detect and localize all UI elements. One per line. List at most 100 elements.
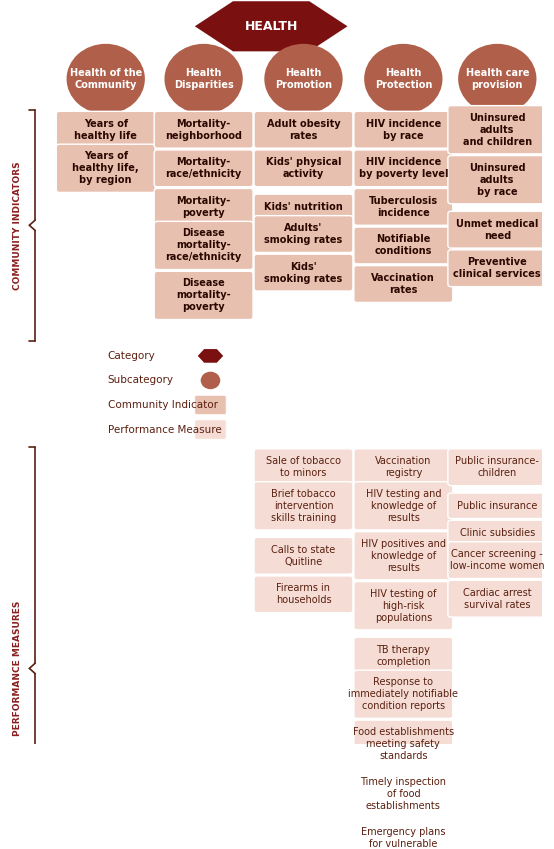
FancyBboxPatch shape xyxy=(354,670,453,718)
Text: Preventive
clinical services: Preventive clinical services xyxy=(454,257,541,279)
FancyBboxPatch shape xyxy=(254,537,353,574)
FancyBboxPatch shape xyxy=(354,531,453,580)
Text: Uninsured
adults
and children: Uninsured adults and children xyxy=(463,113,532,147)
FancyBboxPatch shape xyxy=(154,188,253,225)
FancyBboxPatch shape xyxy=(354,266,453,302)
Text: Public insurance-
children: Public insurance- children xyxy=(455,456,539,478)
Circle shape xyxy=(264,44,342,114)
Text: Disease
mortality-
poverty: Disease mortality- poverty xyxy=(176,278,231,312)
FancyBboxPatch shape xyxy=(57,144,155,193)
FancyBboxPatch shape xyxy=(448,449,547,486)
FancyBboxPatch shape xyxy=(354,449,453,486)
Text: Mortality-
poverty: Mortality- poverty xyxy=(177,196,231,218)
Text: Health care
provision: Health care provision xyxy=(465,68,529,90)
Circle shape xyxy=(364,44,443,114)
Text: Health
Promotion: Health Promotion xyxy=(275,68,332,90)
FancyBboxPatch shape xyxy=(195,396,226,414)
Text: Years of
healthy life: Years of healthy life xyxy=(74,119,137,141)
FancyBboxPatch shape xyxy=(195,420,226,439)
Text: PERFORMANCE MEASURES: PERFORMANCE MEASURES xyxy=(13,601,22,736)
Text: Vaccination
registry: Vaccination registry xyxy=(375,456,432,478)
FancyBboxPatch shape xyxy=(448,105,547,154)
FancyBboxPatch shape xyxy=(448,211,547,248)
Text: Health of the
Community: Health of the Community xyxy=(70,68,142,90)
Text: HIV incidence
by poverty level: HIV incidence by poverty level xyxy=(358,157,448,179)
Text: Kids' physical
activity: Kids' physical activity xyxy=(266,157,341,179)
Text: Sale of tobacco
to minors: Sale of tobacco to minors xyxy=(266,456,341,478)
FancyBboxPatch shape xyxy=(254,194,353,220)
FancyBboxPatch shape xyxy=(154,150,253,187)
Text: Clinic subsidies: Clinic subsidies xyxy=(460,528,535,538)
Text: HIV positives and
knowledge of
results: HIV positives and knowledge of results xyxy=(361,539,446,573)
FancyBboxPatch shape xyxy=(448,581,547,617)
FancyBboxPatch shape xyxy=(254,576,353,613)
FancyBboxPatch shape xyxy=(254,216,353,252)
Text: Timely inspection
of food
establishments: Timely inspection of food establishments xyxy=(360,777,447,811)
Text: Cardiac arrest
survival rates: Cardiac arrest survival rates xyxy=(463,588,532,610)
Text: Tuberculosis
incidence: Tuberculosis incidence xyxy=(369,196,438,218)
FancyBboxPatch shape xyxy=(354,720,453,768)
Text: HIV testing of
high-risk
populations: HIV testing of high-risk populations xyxy=(370,588,437,622)
Circle shape xyxy=(165,44,243,114)
Text: Health
Protection: Health Protection xyxy=(375,68,432,90)
Text: Kids'
smoking rates: Kids' smoking rates xyxy=(264,261,342,284)
Text: Adults'
smoking rates: Adults' smoking rates xyxy=(264,223,342,245)
FancyBboxPatch shape xyxy=(254,449,353,486)
Text: Public insurance: Public insurance xyxy=(457,501,537,511)
Text: Food establishments
meeting safety
standards: Food establishments meeting safety stand… xyxy=(353,728,454,762)
FancyBboxPatch shape xyxy=(354,582,453,630)
FancyBboxPatch shape xyxy=(254,111,353,148)
Text: Vaccination
rates: Vaccination rates xyxy=(371,273,435,295)
Text: Brief tobacco
intervention
skills training: Brief tobacco intervention skills traini… xyxy=(271,489,336,523)
Circle shape xyxy=(201,372,220,389)
FancyBboxPatch shape xyxy=(354,770,453,818)
Text: Adult obesity
rates: Adult obesity rates xyxy=(266,119,340,141)
Text: HIV testing and
knowledge of
results: HIV testing and knowledge of results xyxy=(366,489,441,523)
FancyBboxPatch shape xyxy=(354,227,453,264)
FancyBboxPatch shape xyxy=(448,155,547,204)
FancyBboxPatch shape xyxy=(354,820,453,849)
Text: Years of
healthy life,
by region: Years of healthy life, by region xyxy=(73,151,139,185)
FancyBboxPatch shape xyxy=(57,111,155,148)
Text: Unmet medical
need: Unmet medical need xyxy=(456,219,538,240)
FancyBboxPatch shape xyxy=(448,520,547,546)
Text: Subcategory: Subcategory xyxy=(107,375,174,385)
FancyBboxPatch shape xyxy=(354,150,453,187)
Text: Category: Category xyxy=(107,351,156,361)
Text: HIV incidence
by race: HIV incidence by race xyxy=(366,119,441,141)
Text: Firearms in
households: Firearms in households xyxy=(276,583,331,605)
FancyBboxPatch shape xyxy=(354,638,453,674)
Polygon shape xyxy=(195,1,347,51)
Text: Uninsured
adults
by race: Uninsured adults by race xyxy=(469,163,526,197)
Text: Calls to state
Quitline: Calls to state Quitline xyxy=(271,545,336,567)
FancyBboxPatch shape xyxy=(154,272,253,319)
FancyBboxPatch shape xyxy=(448,542,547,578)
Text: COMMUNITY INDICATORS: COMMUNITY INDICATORS xyxy=(13,161,22,290)
FancyBboxPatch shape xyxy=(448,250,547,287)
FancyBboxPatch shape xyxy=(154,111,253,148)
Text: Emergency plans
for vulnerable
populations: Emergency plans for vulnerable populatio… xyxy=(361,827,445,849)
Text: Mortality-
neighborhood: Mortality- neighborhood xyxy=(165,119,242,141)
Circle shape xyxy=(66,44,145,114)
Text: Disease
mortality-
race/ethnicity: Disease mortality- race/ethnicity xyxy=(166,228,242,262)
Text: Health
Disparities: Health Disparities xyxy=(174,68,233,90)
Text: Response to
immediately notifiable
condition reports: Response to immediately notifiable condi… xyxy=(348,678,458,711)
Text: TB therapy
completion: TB therapy completion xyxy=(376,644,430,666)
FancyBboxPatch shape xyxy=(254,150,353,187)
FancyBboxPatch shape xyxy=(354,188,453,225)
Text: Cancer screening -
low-income women: Cancer screening - low-income women xyxy=(450,549,545,571)
Circle shape xyxy=(458,44,536,114)
FancyBboxPatch shape xyxy=(448,493,547,519)
FancyBboxPatch shape xyxy=(154,222,253,269)
Polygon shape xyxy=(198,349,223,363)
FancyBboxPatch shape xyxy=(354,481,453,530)
Text: Community Indicator: Community Indicator xyxy=(107,400,218,410)
Text: Mortality-
race/ethnicity: Mortality- race/ethnicity xyxy=(166,157,242,179)
Text: HEALTH: HEALTH xyxy=(244,20,298,33)
Text: Performance Measure: Performance Measure xyxy=(107,424,222,435)
Text: Kids' nutrition: Kids' nutrition xyxy=(264,202,343,212)
Text: Notifiable
conditions: Notifiable conditions xyxy=(375,234,432,256)
FancyBboxPatch shape xyxy=(354,111,453,148)
FancyBboxPatch shape xyxy=(254,254,353,291)
FancyBboxPatch shape xyxy=(254,481,353,530)
